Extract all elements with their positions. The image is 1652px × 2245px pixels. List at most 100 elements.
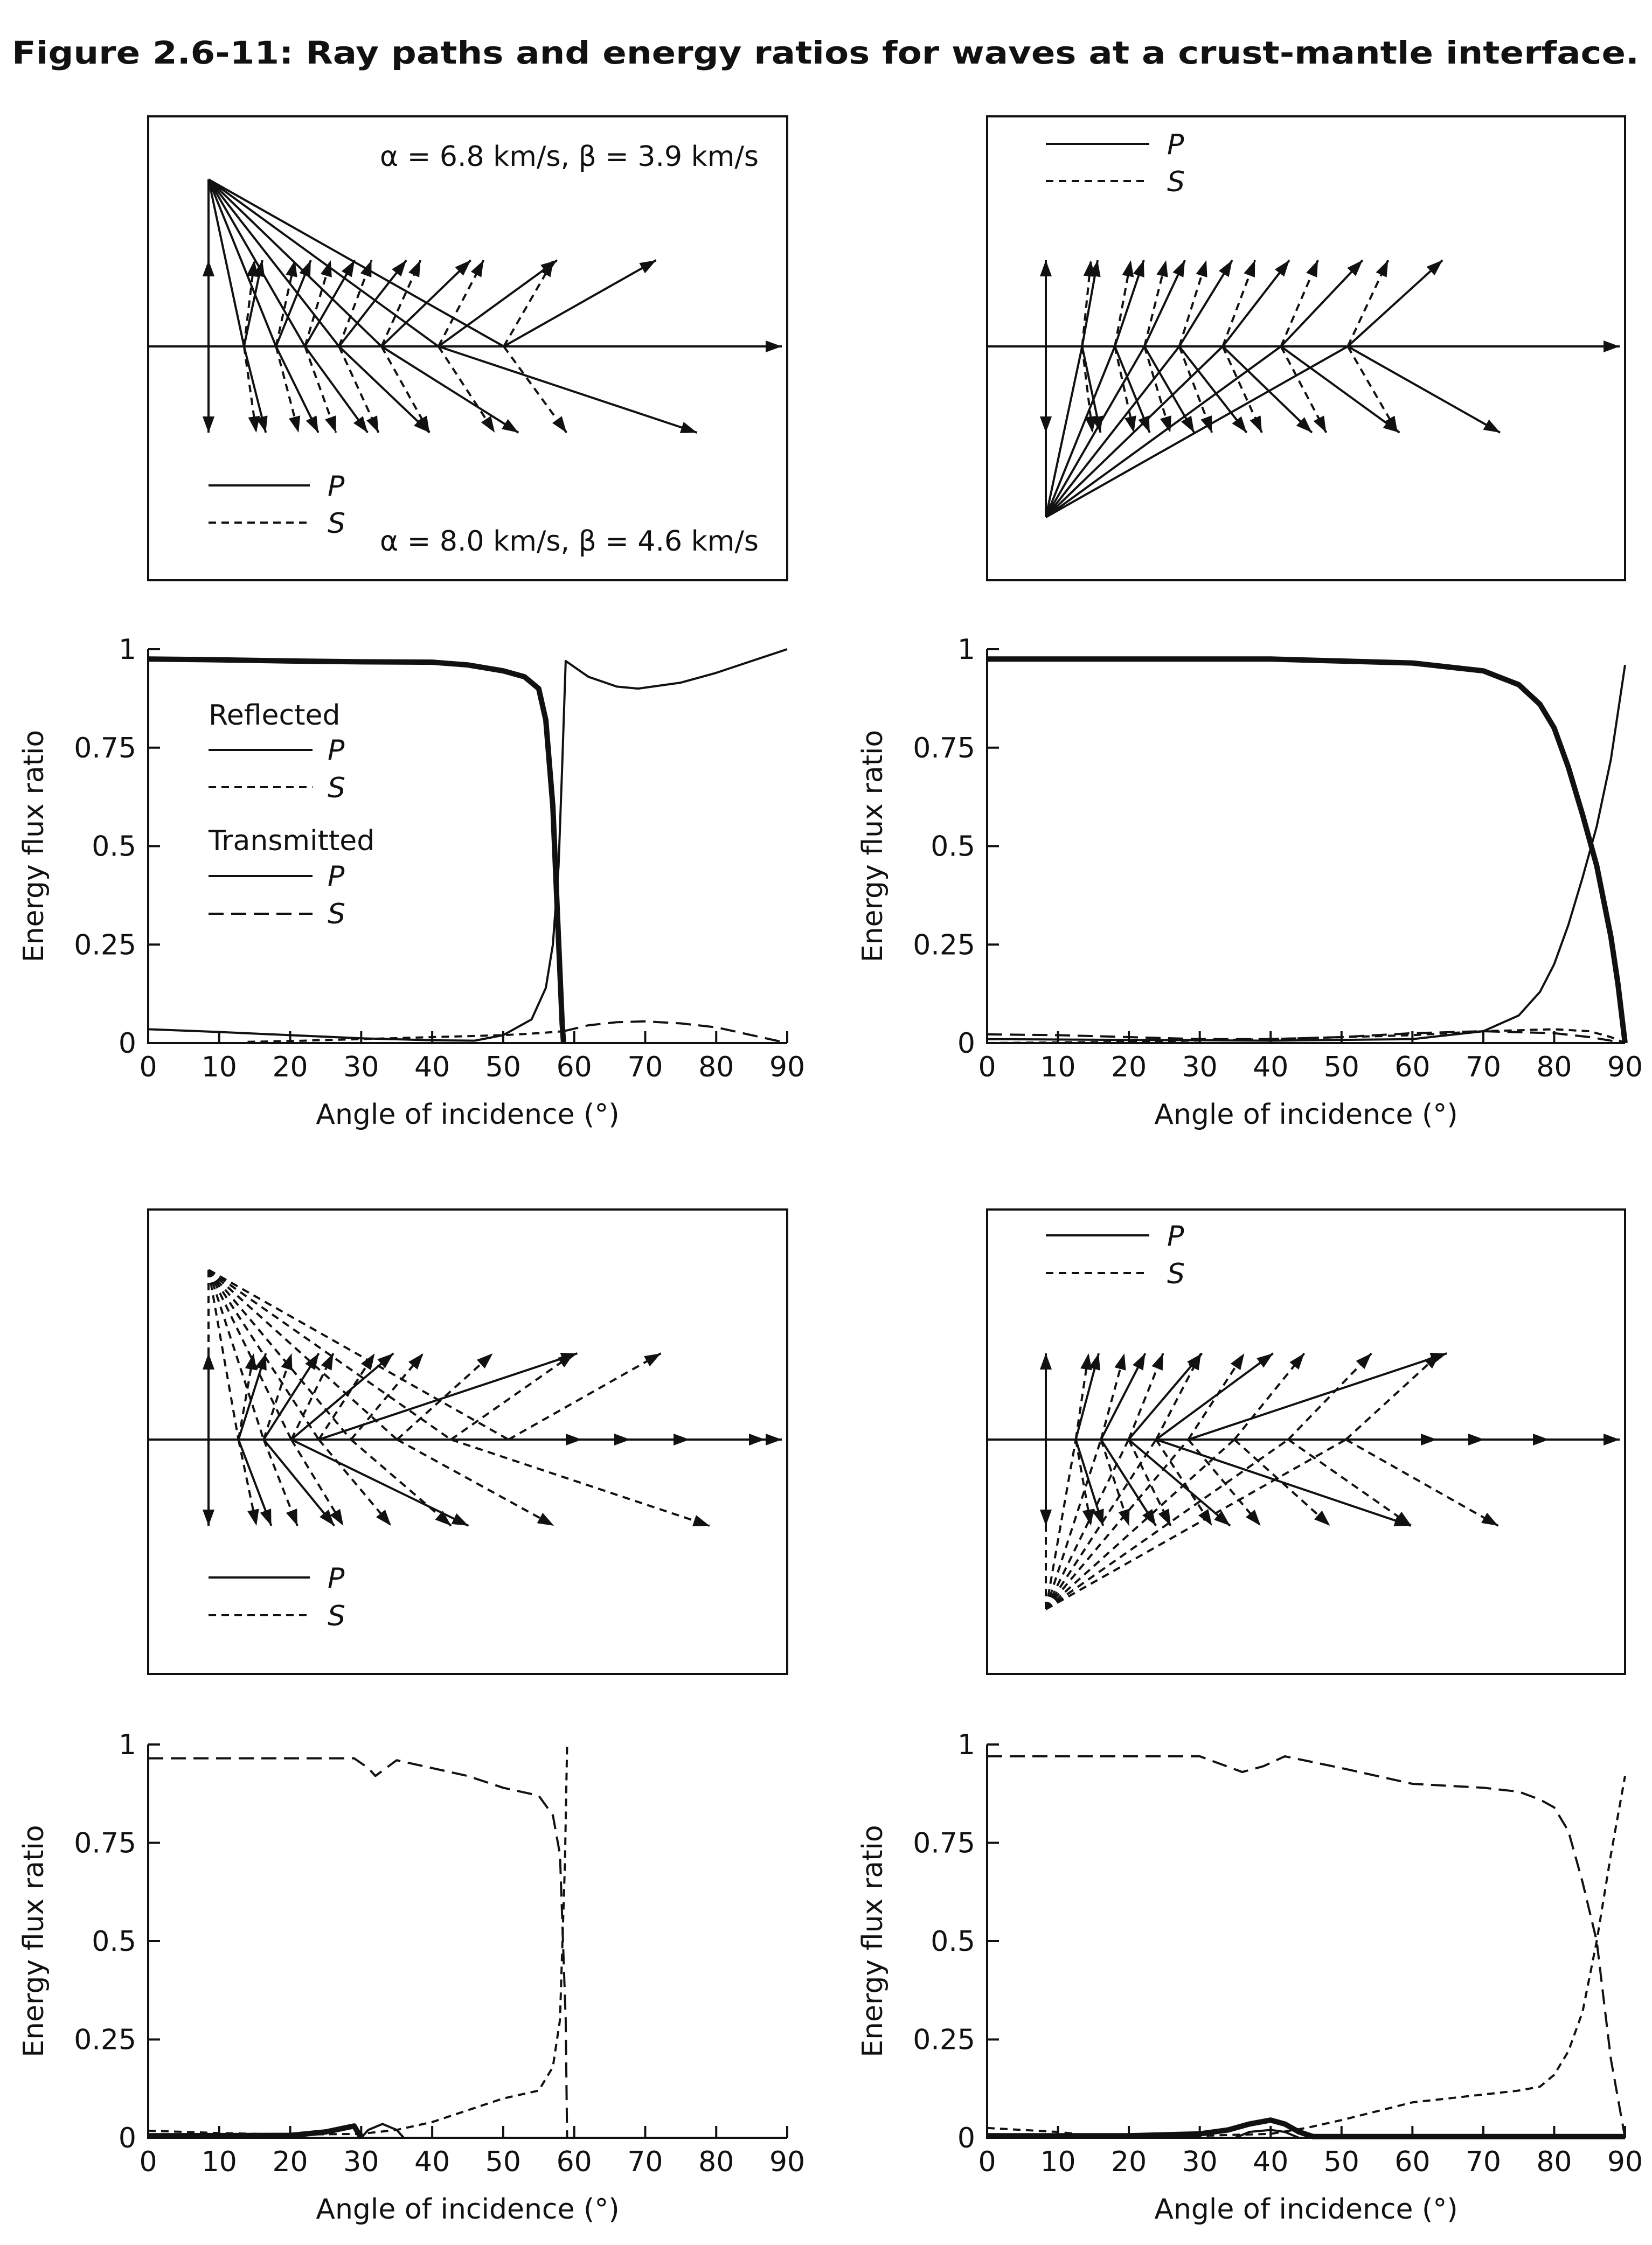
incident-ray (1045, 1438, 1157, 1610)
y-axis-label: Energy flux ratio (18, 1825, 50, 2058)
transmitted-s-ray (1280, 260, 1319, 347)
transmitted-s-ray (1100, 1353, 1126, 1440)
reflected-s-ray (437, 260, 485, 347)
x-tick-label: 20 (1111, 2146, 1147, 2178)
head-wave-arrow-icon (749, 1434, 765, 1445)
x-tick-label: 10 (202, 1051, 237, 1083)
transmitted-p-ray (262, 1438, 336, 1527)
transmitted-s-ray (438, 345, 496, 434)
transmitted-p-ray (1280, 259, 1364, 347)
series-transmitted-s (987, 1030, 1626, 1044)
reflected-s-ray (275, 260, 297, 347)
transmitted-s-ray (1346, 260, 1390, 347)
incident-ray (207, 1269, 320, 1441)
y-tick-label: 0 (957, 1027, 975, 1060)
y-tick-label: 1 (119, 634, 136, 666)
transmitted-s-ray (1155, 1353, 1202, 1440)
legend-s-label: S (1167, 1258, 1185, 1290)
transmitted-p-ray (275, 346, 320, 433)
incident-ray (207, 1269, 265, 1440)
reflected-s-ray (262, 1353, 293, 1440)
reflected-p-ray (1178, 345, 1248, 434)
x-tick-label: 70 (627, 1051, 663, 1083)
transmitted-s-ray (1178, 260, 1207, 347)
x-tick-label: 50 (485, 1051, 521, 1083)
y-tick-label: 0.25 (913, 2024, 975, 2056)
legend-p-label: P (328, 1562, 345, 1595)
reflected-p-ray (242, 260, 265, 347)
energy-chart-p-from-mantle: 0 10 20 30 40 50 60 70 80 90 0 0.25 0.5 0.75 1 Angle of… (857, 634, 1643, 1131)
reflected-s-ray (1345, 1438, 1499, 1527)
x-tick-label: 30 (343, 2146, 379, 2178)
reflected-p-ray (237, 1353, 267, 1440)
transmitted-p-ray (1155, 1352, 1274, 1441)
y-tick-label: 1 (119, 1729, 136, 1761)
head-wave-arrow-icon (1468, 1434, 1484, 1445)
reflected-p-ray (275, 260, 312, 347)
energy-chart-s-from-crust: 0 10 20 30 40 50 60 70 80 90 0 0.25 0.5 0.75 1 Angle of… (18, 1729, 805, 2226)
reflected-s-ray (380, 260, 422, 347)
y-tick-label: 0 (119, 2122, 136, 2154)
reflected-s-ray (396, 1352, 494, 1441)
x-tick-label: 0 (978, 1051, 996, 1083)
legend-s-label: S (328, 508, 345, 540)
incident-ray (1045, 346, 1116, 518)
legend-reflected-heading: Reflected (209, 699, 341, 732)
upper-velocities-label: α = 6.8 km/s, β = 3.9 km/s (380, 141, 759, 173)
series-transmitted-s (987, 1755, 1626, 2138)
reflected-p-ray (338, 259, 407, 347)
head-wave-arrow-icon (566, 1434, 582, 1445)
transmitted-s-ray (1127, 1353, 1164, 1440)
x-tick-label: 60 (1394, 1051, 1430, 1083)
x-tick-label: 40 (1253, 1051, 1288, 1083)
x-tick-label: 80 (1536, 2146, 1572, 2178)
incident-ray (207, 1269, 240, 1440)
transmitted-p-ray (380, 345, 519, 434)
incident-ray (1045, 345, 1181, 518)
transmitted-p-ray (1143, 260, 1186, 347)
reflected-p-ray (1221, 345, 1313, 434)
transmitted-s-ray (1074, 1353, 1092, 1440)
series-transmitted-p (987, 2117, 1625, 2139)
incident-ray (1045, 345, 1224, 518)
transmitted-p-ray (338, 345, 431, 434)
transmitted-s-ray (396, 1438, 555, 1527)
x-tick-label: 0 (139, 2146, 157, 2178)
legend-transmitted-heading: Transmitted (208, 825, 374, 857)
legend-s-label: S (328, 1600, 345, 1632)
series-transmitted-s (563, 1020, 788, 1044)
transmitted-s-ray (237, 1439, 259, 1526)
reflected-s-ray (1155, 1438, 1213, 1527)
reflected-s-ray (237, 1353, 257, 1440)
y-tick-label: 0.25 (913, 929, 975, 961)
y-axis-label: Energy flux ratio (857, 1825, 889, 2058)
x-tick-label: 70 (627, 2146, 663, 2178)
reflected-p-ray (304, 260, 356, 347)
reflected-s-ray (1233, 1438, 1331, 1527)
x-axis-label: Angle of incidence (°) (1154, 1099, 1457, 1131)
transmitted-s-ray (450, 1438, 710, 1527)
incident-ray (207, 1269, 398, 1441)
transmitted-s-ray (1221, 260, 1257, 347)
incident-ray (207, 179, 277, 347)
x-tick-label: 40 (1253, 2146, 1288, 2178)
x-tick-label: 70 (1466, 2146, 1501, 2178)
energy-chart-p-from-crust: Reflected P S Transmitted P S 0 10 20 30 40 5… (18, 634, 805, 1131)
transmitted-s-ray (1187, 1352, 1245, 1441)
y-tick-label: 0.25 (74, 2024, 136, 2056)
x-tick-label: 80 (698, 1051, 734, 1083)
legend-p-label: P (328, 470, 345, 503)
transmitted-s-ray (290, 1438, 344, 1527)
incident-ray (1045, 345, 1282, 518)
y-axis-label: Energy flux ratio (18, 730, 50, 963)
x-tick-label: 30 (343, 1051, 379, 1083)
incident-ray (207, 179, 306, 347)
x-tick-label: 20 (272, 2146, 308, 2178)
x-axis-label: Angle of incidence (°) (316, 1099, 619, 1131)
figure-title: Figure 2.6-11: Ray paths and energy rati… (12, 34, 1639, 71)
y-tick-label: 0 (119, 1027, 136, 1060)
incident-ray (207, 1269, 352, 1441)
legend-reflected-s-label: S (328, 772, 345, 804)
x-tick-label: 80 (698, 2146, 734, 2178)
